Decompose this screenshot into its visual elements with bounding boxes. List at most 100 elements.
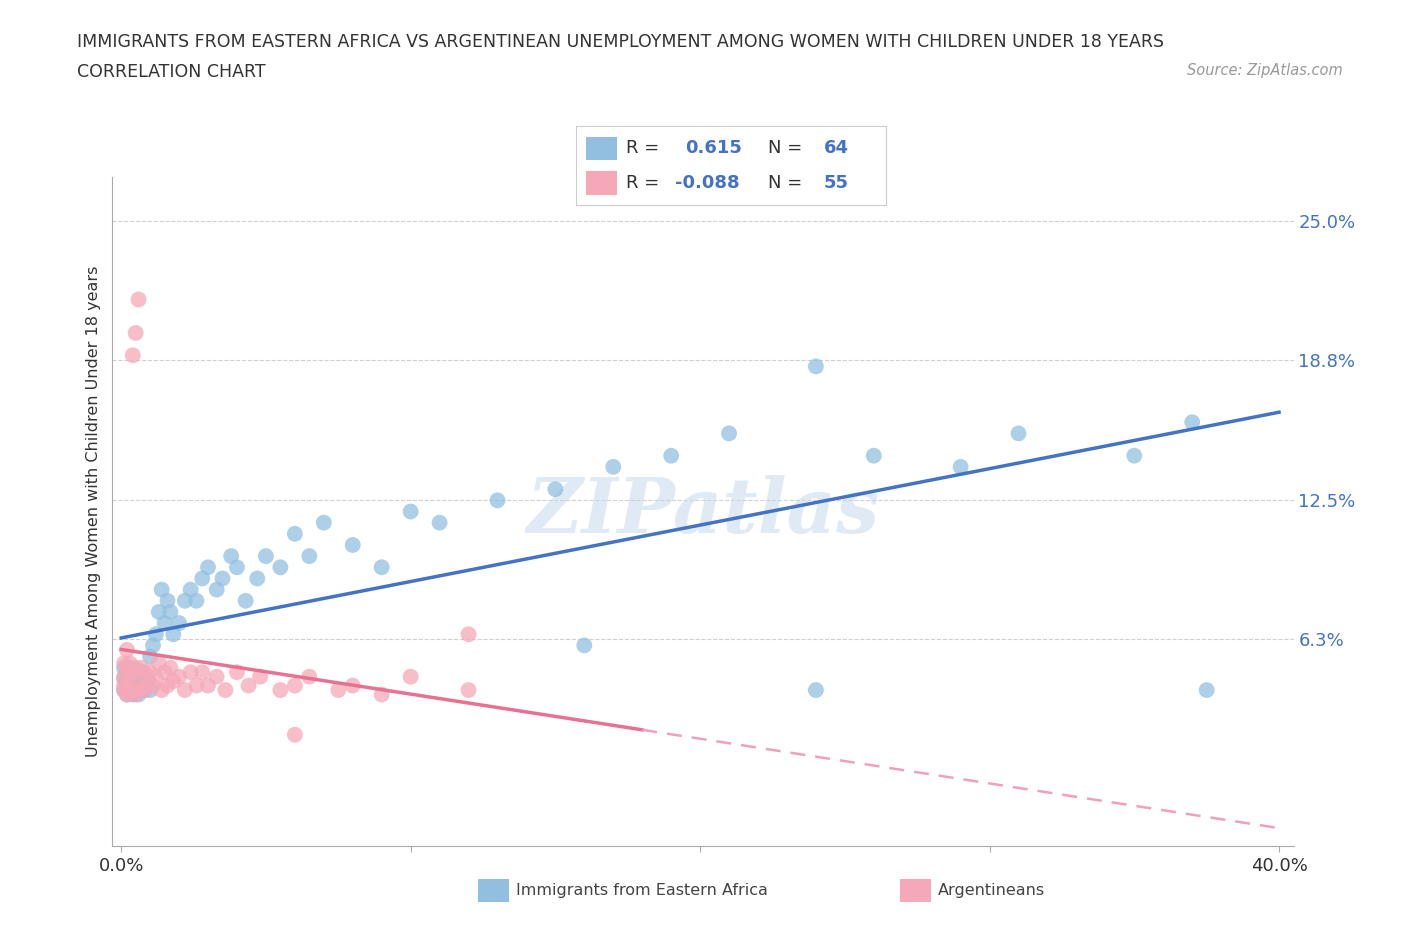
Point <box>128 665 150 680</box>
Point <box>249 670 271 684</box>
Point <box>246 571 269 586</box>
Point <box>173 593 195 608</box>
Point <box>124 687 146 702</box>
Point <box>238 678 260 693</box>
Point <box>145 627 167 642</box>
Point <box>205 582 228 597</box>
Point <box>124 670 146 684</box>
Point <box>124 660 146 675</box>
Point <box>112 660 135 675</box>
Point <box>124 326 146 340</box>
Point <box>269 683 291 698</box>
Point <box>115 665 138 680</box>
Point <box>128 683 150 698</box>
Point <box>124 683 146 698</box>
Point <box>167 616 190 631</box>
Point <box>118 683 141 698</box>
Point <box>115 687 138 702</box>
Point <box>128 687 150 702</box>
Point <box>1007 426 1029 441</box>
Point <box>162 627 184 642</box>
Point <box>429 515 451 530</box>
Text: Immigrants from Eastern Africa: Immigrants from Eastern Africa <box>516 884 768 898</box>
Point <box>131 665 153 680</box>
Point <box>284 526 307 541</box>
Point <box>121 348 143 363</box>
Text: ZIPatlas: ZIPatlas <box>526 474 880 549</box>
Point <box>131 660 153 675</box>
Point <box>139 649 162 664</box>
Point <box>115 687 138 702</box>
Text: R =: R = <box>626 140 659 157</box>
Text: 0.615: 0.615 <box>685 140 741 157</box>
Point <box>121 683 143 698</box>
Point <box>219 549 242 564</box>
Point <box>191 665 214 680</box>
Point <box>112 670 135 684</box>
Point <box>197 678 219 693</box>
Point <box>134 683 156 698</box>
Point <box>121 665 143 680</box>
Point <box>118 660 141 675</box>
Point <box>136 673 159 688</box>
Point <box>574 638 596 653</box>
Point <box>370 560 392 575</box>
Text: N =: N = <box>768 174 803 193</box>
Text: Argentineans: Argentineans <box>938 884 1045 898</box>
Point <box>312 515 335 530</box>
Point <box>1195 683 1218 698</box>
Text: 64: 64 <box>824 140 849 157</box>
Point <box>142 678 165 693</box>
Point <box>153 665 176 680</box>
Bar <box>586 137 617 160</box>
Point <box>284 678 307 693</box>
Point <box>131 678 153 693</box>
Point <box>205 670 228 684</box>
Point <box>115 673 138 688</box>
Point <box>180 582 202 597</box>
Point <box>128 673 150 688</box>
Point <box>134 683 156 698</box>
Point <box>269 560 291 575</box>
Point <box>150 683 173 698</box>
Point <box>1123 448 1146 463</box>
Point <box>115 660 138 675</box>
Point <box>162 673 184 688</box>
Point <box>112 683 135 698</box>
Point <box>148 656 170 671</box>
Point <box>150 582 173 597</box>
Point <box>235 593 257 608</box>
Point <box>718 426 741 441</box>
Point <box>370 687 392 702</box>
Point <box>131 678 153 693</box>
Point <box>298 670 321 684</box>
Point <box>153 616 176 631</box>
Text: IMMIGRANTS FROM EASTERN AFRICA VS ARGENTINEAN UNEMPLOYMENT AMONG WOMEN WITH CHIL: IMMIGRANTS FROM EASTERN AFRICA VS ARGENT… <box>77 33 1164 50</box>
Point <box>226 560 249 575</box>
Point <box>159 660 181 675</box>
Point <box>211 571 233 586</box>
Point <box>342 678 364 693</box>
Point <box>186 678 208 693</box>
Point <box>118 670 141 684</box>
Point <box>115 643 138 658</box>
Point <box>659 448 682 463</box>
Point <box>949 459 972 474</box>
Point <box>399 504 422 519</box>
Point <box>226 665 249 680</box>
Point <box>1181 415 1204 430</box>
Text: N =: N = <box>768 140 803 157</box>
Point <box>197 560 219 575</box>
Point <box>328 683 350 698</box>
Point <box>544 482 567 497</box>
Point <box>156 593 179 608</box>
Point <box>602 459 624 474</box>
Text: R =: R = <box>626 174 659 193</box>
Point <box>173 683 195 698</box>
Point <box>134 665 156 680</box>
Point <box>118 673 141 688</box>
Point <box>136 673 159 688</box>
Point <box>180 665 202 680</box>
Point <box>121 687 143 702</box>
Point <box>186 593 208 608</box>
